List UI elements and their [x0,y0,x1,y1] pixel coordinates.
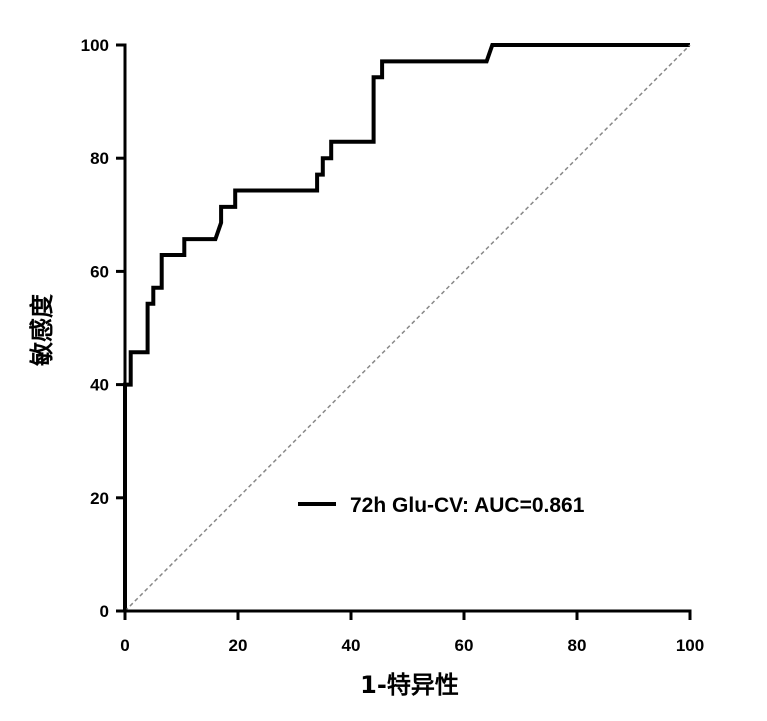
y-tick-label: 20 [90,489,109,508]
y-tick-label: 80 [90,149,109,168]
y-ticks: 0 20 40 60 80 100 [81,36,125,621]
x-ticks: 0 20 40 60 80 100 [120,611,704,655]
x-tick-label: 60 [455,636,474,655]
x-tick-label: 0 [120,636,129,655]
x-tick-label: 20 [229,636,248,655]
y-tick-label: 100 [81,36,109,55]
x-tick-label: 40 [342,636,361,655]
y-tick-label: 60 [90,262,109,281]
x-tick-label: 80 [568,636,587,655]
x-axis-title: 1-特异性 [360,671,459,699]
y-tick-label: 40 [90,376,109,395]
roc-curve-line [123,43,690,611]
legend: 72h Glu-CV: AUC=0.861 [298,494,585,517]
reference-diagonal-line [124,44,691,612]
y-axis-title: 敏感度 [28,293,56,367]
legend-label: 72h Glu-CV: AUC=0.861 [350,494,585,517]
y-tick-label: 0 [100,602,109,621]
series-layer [123,43,691,612]
x-tick-label: 100 [676,636,704,655]
